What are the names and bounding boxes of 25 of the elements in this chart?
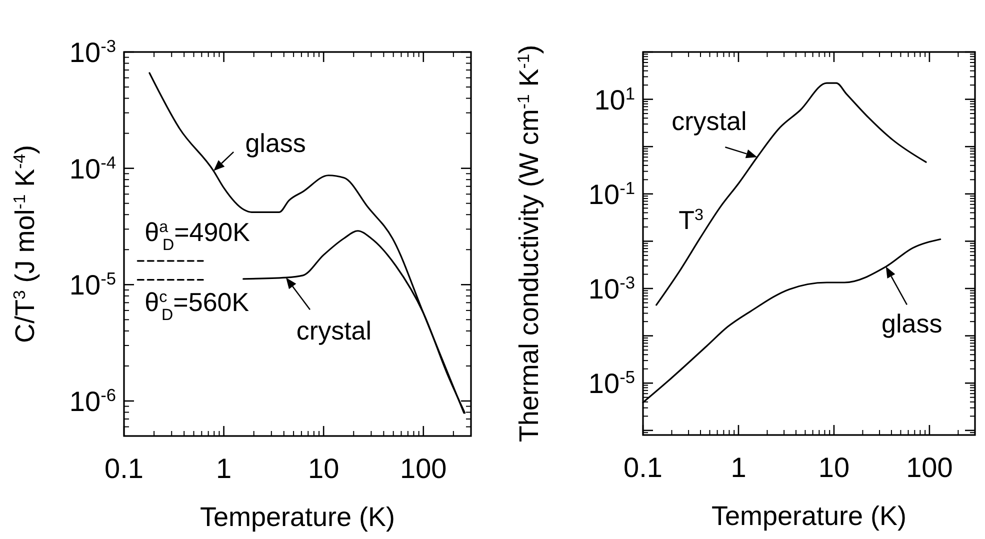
x-axis-title: Temperature (K) — [200, 502, 396, 532]
x-tick-label: 0.1 — [104, 453, 144, 484]
legend-label: glass — [245, 128, 306, 158]
x-tick-label: 100 — [400, 453, 447, 484]
y-tick-label: 10$^{1}$ — [594, 83, 635, 116]
y-tick-label: 10$^{-5}$ — [588, 367, 635, 400]
y-tick-label: 10$^{-4}$ — [69, 152, 116, 184]
y-tick-label: 10$^{-6}$ — [69, 384, 116, 417]
annotation: θ$^{c}$$_{D}$=560K — [144, 286, 250, 324]
y-tick-label: 10$^{-3}$ — [69, 36, 116, 68]
x-tick-label: 10 — [818, 452, 850, 483]
x-tick-label: 0.1 — [624, 452, 662, 483]
series-label: crystal — [296, 316, 372, 346]
x-tick-label: 10 — [308, 453, 340, 484]
annotation: T$^{3}$ — [678, 205, 704, 235]
legend-label: glass — [882, 308, 942, 339]
x-tick-label: 1 — [730, 452, 746, 483]
series-label: crystal — [672, 106, 747, 136]
x-axis-title: Temperature (K) — [711, 501, 907, 531]
x-tick-label: 1 — [216, 453, 232, 484]
y-tick-label: 10$^{-3}$ — [588, 272, 635, 305]
y-tick-label: 10$^{-5}$ — [69, 268, 116, 301]
y-tick-label: 10$^{-1}$ — [588, 178, 635, 210]
x-tick-label: 100 — [906, 452, 953, 483]
annotation: θ$^{a}$$_{D}$=490K — [144, 216, 251, 254]
